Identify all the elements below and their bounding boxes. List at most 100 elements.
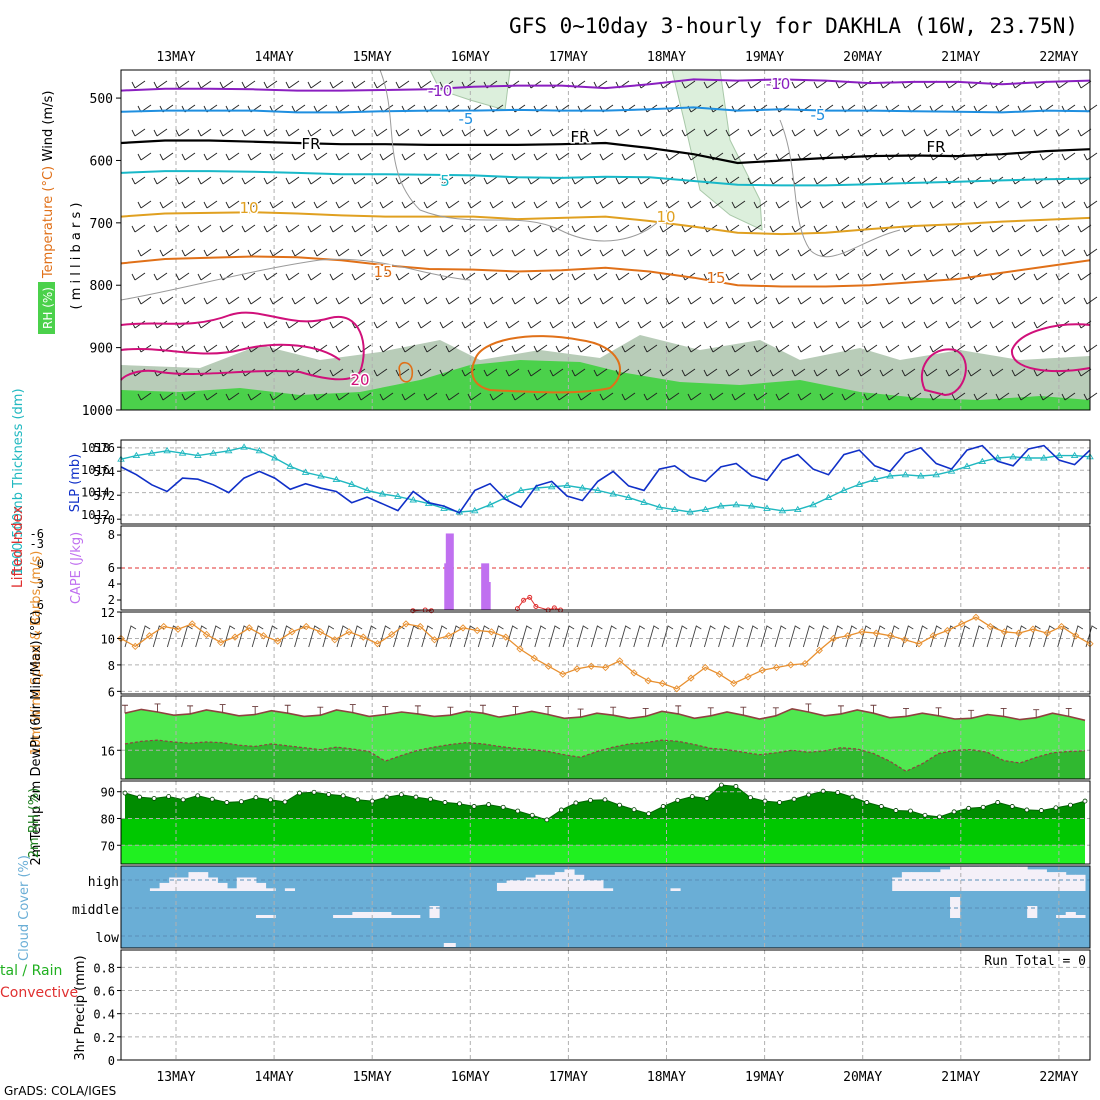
wind-barb (813, 176, 828, 185)
wind-barb (439, 80, 454, 89)
run-total-label: Run Total = 0 (984, 954, 1086, 969)
wind-barb (819, 392, 834, 401)
wind-barb (709, 296, 724, 305)
wind-barb (1055, 272, 1070, 281)
rh2m-marker (675, 797, 681, 803)
wind-barb (857, 272, 872, 281)
wind-speed-marker (815, 646, 823, 654)
wind-barb (774, 625, 787, 648)
wind-barb (477, 625, 490, 648)
rh2m-marker (515, 808, 521, 814)
wind-barb (131, 272, 146, 281)
wind-barb (593, 368, 608, 377)
wind-barb (219, 80, 234, 89)
isotherm-line (120, 78, 1091, 92)
wind-barb (907, 200, 922, 209)
high-cloud-bar (178, 877, 189, 891)
wind-barb (461, 176, 476, 185)
wind-barb (357, 152, 372, 161)
wind-barb (395, 320, 410, 329)
wind-barb (571, 368, 586, 377)
bottom-date-label: 15MAY (353, 1070, 392, 1085)
wind-barb (901, 320, 916, 329)
thickness-marker (517, 486, 525, 493)
rh2m-marker (428, 796, 433, 802)
high-cloud-bar (603, 888, 614, 891)
wind-barb (1017, 344, 1032, 353)
wind-barb (665, 248, 680, 257)
wind-barb (159, 296, 174, 305)
thickness-marker (701, 505, 710, 513)
wind-barb (797, 392, 812, 401)
wind-barb (219, 224, 234, 233)
rh2m-marker (966, 805, 972, 811)
minmax-marker (284, 704, 291, 714)
wind-barb (417, 224, 432, 233)
high-cloud-bar (574, 874, 585, 891)
wind-barb (687, 392, 702, 401)
thickness-marker (163, 446, 171, 454)
high-cloud-bar (159, 882, 170, 891)
wind-barb (576, 625, 589, 648)
rh2m-marker (195, 793, 201, 799)
high-cloud-bar (583, 880, 594, 891)
middle-cloud-bar (265, 915, 276, 918)
wind-barb (351, 80, 366, 89)
wind-barb (467, 344, 482, 353)
wind-barb (203, 200, 218, 209)
wind-barb (621, 392, 636, 401)
y-tick-label: 800 (90, 279, 113, 294)
thickness-marker (332, 475, 341, 483)
minmax-marker (154, 703, 161, 712)
isotherm-20 (120, 311, 365, 381)
thickness-marker (194, 451, 202, 459)
wind-barb (373, 272, 388, 281)
wind-barb (489, 392, 504, 401)
wind-barb (665, 392, 680, 401)
rh2m-marker (326, 791, 332, 797)
thickness-marker (686, 508, 694, 515)
wind-barb (831, 625, 843, 648)
wind-barb (175, 224, 190, 233)
wind-barb (137, 248, 152, 257)
wind-barb (351, 272, 366, 281)
high-cloud-bar (236, 877, 247, 891)
wind-barb (577, 344, 592, 353)
wind-barb (689, 625, 702, 648)
y-tick-label: 1000 (82, 404, 113, 419)
wind-barb (483, 368, 498, 377)
wind-barb (307, 80, 322, 89)
high-cloud-bar (670, 888, 681, 891)
wind-barb (901, 128, 916, 137)
wind-barb (675, 625, 688, 648)
wind-barb (637, 224, 652, 233)
wind-barb (263, 320, 278, 329)
rh2m-marker (238, 799, 244, 805)
wind-barb (285, 320, 300, 329)
wind-barb (703, 368, 718, 377)
wind-barb (659, 224, 674, 233)
wind-barb (335, 344, 350, 353)
rh2m-marker (893, 808, 899, 813)
contour-label: 20 (350, 371, 369, 389)
wind-barb (819, 296, 834, 305)
bottom-date-label: 16MAY (451, 1070, 490, 1085)
wind-barb (1039, 344, 1054, 353)
wind-speed-marker (958, 620, 966, 628)
wind-barb (945, 224, 960, 233)
wind-barb (534, 625, 547, 648)
minmax-marker (512, 706, 519, 715)
wind-barb (313, 248, 328, 257)
rh2m-tick-label: 90 (101, 786, 115, 800)
wind-barb (407, 625, 419, 648)
wind-barb (313, 392, 328, 401)
thickness-marker (732, 500, 741, 508)
wind-barb (423, 344, 438, 353)
wind-barb (159, 152, 174, 161)
wind-barb (467, 248, 482, 257)
rh2m-marker (951, 809, 957, 815)
thickness-marker (840, 486, 848, 493)
high-cloud-bar (1046, 872, 1057, 891)
wind-barb (929, 200, 944, 209)
contour-label: 10 (239, 199, 258, 217)
